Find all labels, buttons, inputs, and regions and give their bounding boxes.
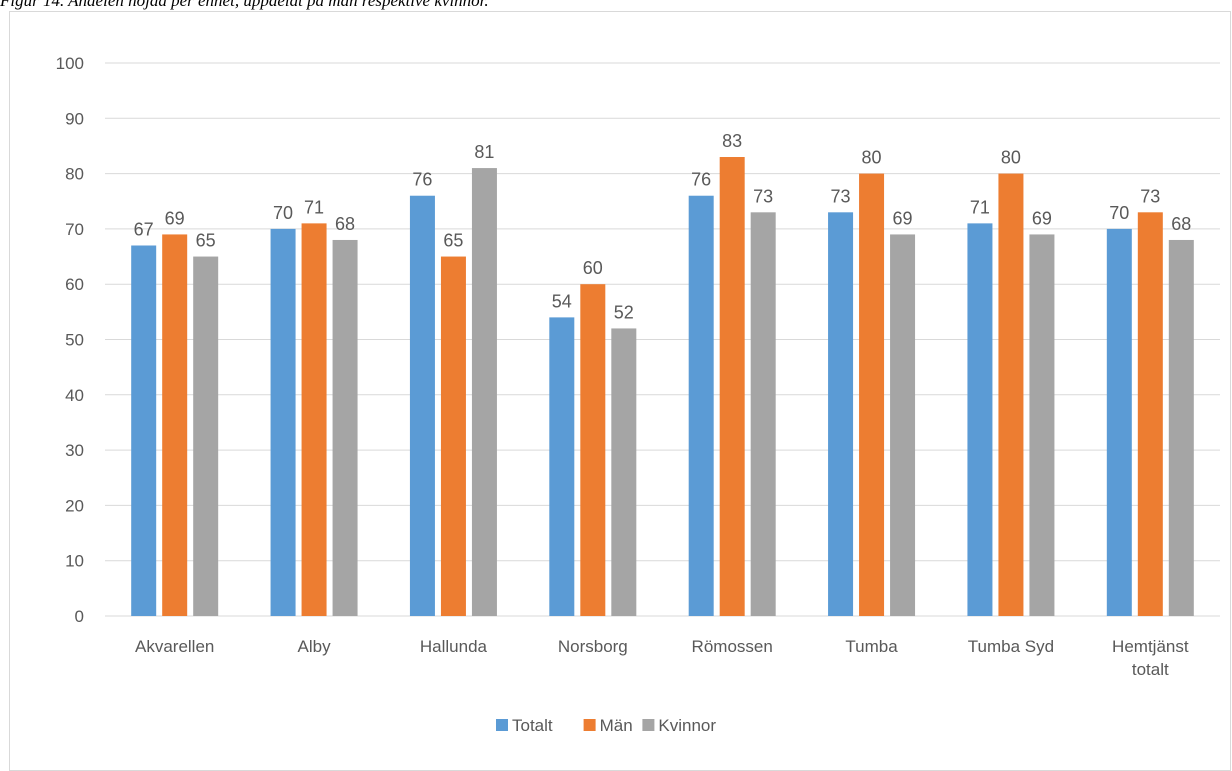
- data-label: 76: [412, 170, 432, 190]
- y-tick-label: 60: [65, 275, 84, 294]
- x-axis-tick-labels: Akvarellen Alby Hallunda Norsborg Römossen Tu…: [135, 637, 1189, 679]
- data-label: 73: [753, 186, 773, 206]
- y-tick-label: 100: [56, 54, 84, 73]
- bar: [332, 239, 358, 616]
- y-tick-label: 40: [65, 386, 84, 405]
- legend-swatch: [642, 719, 655, 731]
- data-label: 76: [691, 170, 711, 190]
- data-label: 69: [1032, 208, 1052, 228]
- bar: [301, 223, 327, 616]
- y-tick-label: 80: [65, 165, 84, 184]
- x-tick-label: Alby: [298, 637, 332, 656]
- bar: [1029, 234, 1055, 616]
- x-tick-label: Hallunda: [420, 637, 488, 656]
- bar: [967, 223, 993, 616]
- bar: [750, 212, 776, 616]
- x-tick-label: Tumba Syd: [968, 637, 1054, 656]
- data-label: 80: [862, 148, 882, 168]
- x-tick-label: Tumba: [845, 637, 898, 656]
- x-tick-label: Akvarellen: [135, 637, 214, 656]
- data-label: 68: [335, 214, 355, 234]
- bar: [440, 256, 466, 616]
- bar: [549, 317, 575, 616]
- data-label: 71: [304, 197, 324, 217]
- legend-label: Kvinnor: [658, 716, 716, 735]
- data-label: 54: [552, 291, 572, 311]
- data-label: 65: [196, 231, 216, 251]
- bar: [270, 228, 296, 616]
- legend-label: Totalt: [512, 716, 553, 735]
- y-tick-label: 30: [65, 441, 84, 460]
- bar: [719, 157, 745, 616]
- legend-label: Män: [600, 716, 633, 735]
- bar: [471, 168, 497, 616]
- bars: [131, 157, 1194, 617]
- y-tick-label: 0: [75, 607, 84, 626]
- legend-swatch: [583, 719, 596, 731]
- data-label: 83: [722, 131, 742, 151]
- x-tick-label: Hemtjänst: [1112, 637, 1189, 656]
- y-tick-label: 70: [65, 220, 84, 239]
- data-label: 81: [474, 142, 494, 162]
- y-tick-label: 10: [65, 552, 84, 571]
- y-tick-label: 50: [65, 331, 84, 350]
- y-axis-tick-labels: 0 10 20 30 40 50 60 70 80 90 100: [56, 54, 84, 626]
- data-label: 73: [831, 186, 851, 206]
- bar: [131, 245, 157, 617]
- bar: [1137, 212, 1163, 616]
- data-label: 60: [583, 258, 603, 278]
- data-label: 69: [893, 208, 913, 228]
- data-label: 67: [134, 219, 154, 239]
- legend-swatch: [496, 719, 508, 731]
- bar: [1168, 239, 1194, 616]
- bar: [193, 256, 219, 616]
- bar: [890, 234, 916, 616]
- bar: [611, 328, 637, 616]
- figure-caption: Figur 14. Andelen nöjda per enhet, uppde…: [0, 0, 489, 10]
- data-label: 70: [1109, 203, 1129, 223]
- data-label: 65: [443, 231, 463, 251]
- bar: [828, 212, 854, 616]
- bar: [998, 173, 1024, 616]
- legend: Totalt Män Kvinnor: [496, 716, 716, 735]
- x-tick-label: Römossen: [692, 637, 773, 656]
- data-labels: 67 69 65 70 71 68 76 65 81 54 60 52 76 83 73 73 80 69 71 80…: [134, 131, 1192, 322]
- bar: [580, 284, 606, 616]
- data-label: 68: [1171, 214, 1191, 234]
- bar: [1106, 228, 1132, 616]
- data-label: 73: [1140, 186, 1160, 206]
- bar: [688, 195, 714, 616]
- bar: [409, 195, 435, 616]
- y-tick-label: 90: [65, 109, 84, 128]
- data-label: 70: [273, 203, 293, 223]
- data-label: 69: [165, 208, 185, 228]
- x-tick-label: Norsborg: [558, 637, 628, 656]
- bar: [859, 173, 885, 616]
- data-label: 80: [1001, 148, 1021, 168]
- data-label: 71: [970, 197, 990, 217]
- bar: [162, 234, 188, 616]
- y-tick-label: 20: [65, 496, 84, 515]
- data-label: 52: [614, 302, 634, 322]
- x-tick-label: totalt: [1132, 660, 1169, 679]
